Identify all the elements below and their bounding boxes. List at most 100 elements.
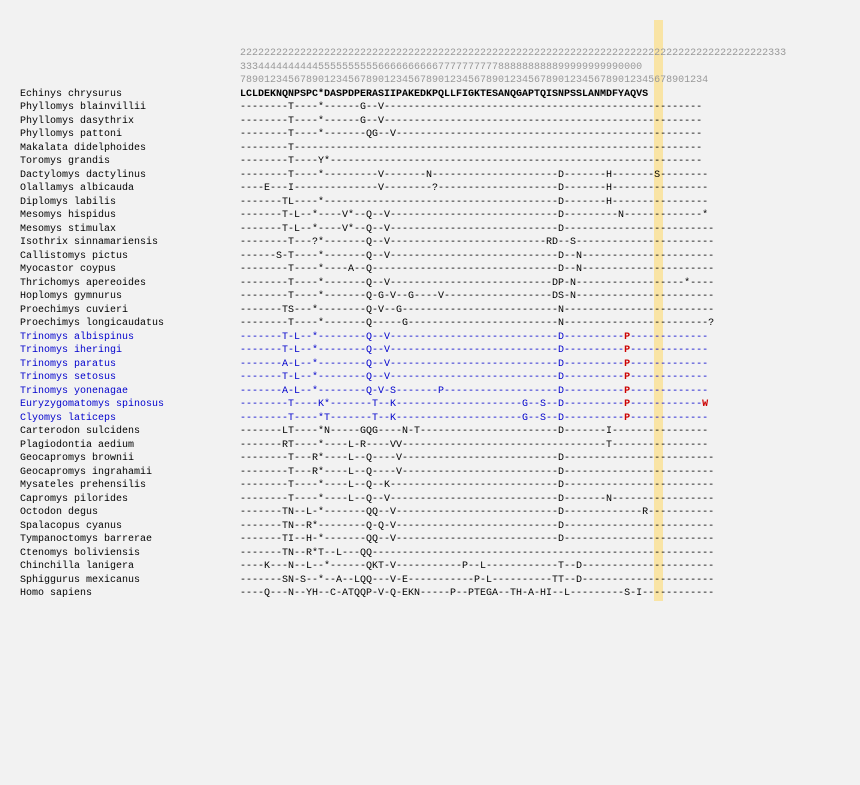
sequence: ------S-T----*-------Q--V---------------…: [240, 250, 714, 264]
species-label: Chinchilla lanigera: [20, 560, 240, 574]
sequence-fragment: -------TN--R*T--L---QQ------------------…: [240, 548, 714, 559]
species-label: Echinys chrysurus: [20, 88, 240, 102]
sequence: ----Q---N--YH--C-ATQQP-V-Q-EKN-----P--PT…: [240, 587, 714, 601]
sequence: -------TN--L-*-------QQ--V--------------…: [240, 506, 714, 520]
species-row: Carterodon sulcidens-------LT----*N-----…: [20, 425, 840, 439]
species-label: Dactylomys dactylinus: [20, 169, 240, 183]
species-label: Mysateles prehensilis: [20, 479, 240, 493]
species-row: Makalata didelphoides--------T----------…: [20, 142, 840, 156]
species-label: Trinomys paratus: [20, 358, 240, 372]
species-label: Isothrix sinnamariensis: [20, 236, 240, 250]
sequence-fragment: -------TN--R*--------Q-Q-V--------------…: [240, 521, 714, 532]
species-row: Myocastor coypus--------T----*----A--Q--…: [20, 263, 840, 277]
species-row: Sphiggurus mexicanus-------SN-S--*--A--L…: [20, 574, 840, 588]
sequence: -------T-L--*----V*--Q--V---------------…: [240, 223, 714, 237]
species-row: Callistomys pictus------S-T----*-------Q…: [20, 250, 840, 264]
species-label: Proechimys longicaudatus: [20, 317, 240, 331]
species-row: Plagiodontia aedium-------RT----*----L-R…: [20, 439, 840, 453]
sequence: -------TN--R*T--L---QQ------------------…: [240, 547, 714, 561]
sequence: -------T-L--*--------Q--V---------------…: [240, 371, 708, 385]
sequence: -------T-L--*----V*--Q--V---------------…: [240, 209, 708, 223]
sequence-fragment: --------T----Y*-------------------------…: [240, 156, 702, 167]
species-row: Echinys chrysurusLCLDEKNQNPSPC*DASPDPERA…: [20, 88, 840, 102]
sequence-fragment: --------T----*----L--Q--K---------------…: [240, 480, 714, 491]
species-row: Dactylomys dactylinus--------T----*-----…: [20, 169, 840, 183]
sequence-fragment: --------T----*T-------T--K--------------…: [240, 413, 624, 424]
sequence-fragment: --------T-------------------------------…: [240, 143, 702, 154]
sequence: --------T---R*----L--Q----V-------------…: [240, 452, 714, 466]
sequence-fragment: ------------: [630, 399, 702, 410]
sequence: -------TN--R*--------Q-Q-V--------------…: [240, 520, 714, 534]
sequence: -------TL----*--------------------------…: [240, 196, 708, 210]
species-row: Mesomys hispidus-------T-L--*----V*--Q--…: [20, 209, 840, 223]
sequence-fragment: -------------: [630, 386, 708, 397]
sequence-fragment: -------T-L--*--------Q--V---------------…: [240, 372, 624, 383]
species-row: Trinomys paratus-------A-L--*--------Q--…: [20, 358, 840, 372]
sequence-fragment: --------T----*------G--V----------------…: [240, 102, 702, 113]
ruler-line-2: 7890123456789012345678901234567890123456…: [20, 74, 840, 88]
sequence-fragment: -------------: [630, 332, 708, 343]
species-label: Mesomys stimulax: [20, 223, 240, 237]
sequence-fragment: --------T----K*-------T--K--------------…: [240, 399, 624, 410]
sequence-fragment: ----K---N--L--*------QKT-V-----------P--…: [240, 561, 714, 572]
sequence: LCLDEKNQNPSPC*DASPDPERASIIPAKEDKPQLLFIGK…: [240, 88, 648, 102]
sequence-fragment: -------T-L--*----V*--Q--V---------------…: [240, 224, 714, 235]
species-row: Geocapromys ingrahamii--------T---R*----…: [20, 466, 840, 480]
sequence: -------LT----*N-----GQG----N-T----------…: [240, 425, 708, 439]
sequence: --------T----*----A--Q------------------…: [240, 263, 714, 277]
sequence-fragment: -------TL----*--------------------------…: [240, 197, 708, 208]
sequence: --------T----*-------QG--V--------------…: [240, 128, 702, 142]
species-row: Geocapromys brownii--------T---R*----L--…: [20, 452, 840, 466]
species-label: Clyomys laticeps: [20, 412, 240, 426]
sequence-fragment: -------A-L--*--------Q--V---------------…: [240, 359, 624, 370]
sequence: -------T-L--*--------Q--V---------------…: [240, 331, 708, 345]
sequence: --------T-------------------------------…: [240, 142, 702, 156]
sequence-fragment: -------TI--H-*-------QQ--V--------------…: [240, 534, 714, 545]
species-row: Trinomys yonenagae-------A-L--*--------Q…: [20, 385, 840, 399]
sequence: -------SN-S--*--A--LQQ---V-E-----------P…: [240, 574, 714, 588]
species-row: Trinomys setosus-------T-L--*--------Q--…: [20, 371, 840, 385]
sequence: --------T----K*-------T--K--------------…: [240, 398, 708, 412]
species-row: Phyllomys dasythrix--------T----*------G…: [20, 115, 840, 129]
species-label: Capromys pilorides: [20, 493, 240, 507]
species-row: Trinomys iheringi-------T-L--*--------Q-…: [20, 344, 840, 358]
sequence: ----E---I--------------V--------?-------…: [240, 182, 708, 196]
species-row: Mysateles prehensilis--------T----*----L…: [20, 479, 840, 493]
species-label: Toromys grandis: [20, 155, 240, 169]
sequence: -------TI--H-*-------QQ--V--------------…: [240, 533, 714, 547]
sequence: -------A-L--*--------Q--V---------------…: [240, 358, 708, 372]
sequence-fragment: -------T-L--*--------Q--V---------------…: [240, 345, 624, 356]
species-label: Myocastor coypus: [20, 263, 240, 277]
sequence-fragment: -------T-L--*----V*--Q--V---------------…: [240, 210, 708, 221]
species-row: Ctenomys boliviensis-------TN--R*T--L---…: [20, 547, 840, 561]
sequence-fragment: --------T----*----A--Q------------------…: [240, 264, 714, 275]
sequence-fragment: -------TN--L-*-------QQ--V--------------…: [240, 507, 714, 518]
species-label: Phyllomys dasythrix: [20, 115, 240, 129]
species-row: Euryzygomatomys spinosus--------T----K*-…: [20, 398, 840, 412]
species-row: Thrichomys apereoides--------T----*-----…: [20, 277, 840, 291]
sequence-fragment: -------RT----*----L-R----VV-------------…: [240, 440, 708, 451]
species-label: Trinomys albispinus: [20, 331, 240, 345]
sequence-fragment: --------T----*------G--V----------------…: [240, 116, 702, 127]
sequence: --------T---?*-------Q--V---------------…: [240, 236, 714, 250]
species-label: Makalata didelphoides: [20, 142, 240, 156]
species-row: Homo sapiens----Q---N--YH--C-ATQQP-V-Q-E…: [20, 587, 840, 601]
sequence-fragment: LCLDEKNQNPSPC*DASPDPERASIIPAKEDKPQLLFIGK…: [240, 89, 648, 100]
species-row: Capromys pilorides--------T----*----L--Q…: [20, 493, 840, 507]
sequence-fragment: -------TS---*--------Q-V--G-------------…: [240, 305, 714, 316]
residue-highlight: W: [702, 399, 708, 410]
sequence: ----K---N--L--*------QKT-V-----------P--…: [240, 560, 714, 574]
sequence-fragment: ------S-T----*-------Q--V---------------…: [240, 251, 714, 262]
species-row: Isothrix sinnamariensis--------T---?*---…: [20, 236, 840, 250]
sequence-fragment: --------T---?*-------Q--V---------------…: [240, 237, 714, 248]
sequence-fragment: --------T----*-------Q-----G------------…: [240, 318, 714, 329]
sequence: --------T----*----L--Q--K---------------…: [240, 479, 714, 493]
sequence-fragment: -------------: [630, 345, 708, 356]
species-row: Diplomys labilis-------TL----*----------…: [20, 196, 840, 210]
species-label: Geocapromys brownii: [20, 452, 240, 466]
species-label: Callistomys pictus: [20, 250, 240, 264]
sequence: --------T----Y*-------------------------…: [240, 155, 702, 169]
sequence-fragment: -------LT----*N-----GQG----N-T----------…: [240, 426, 708, 437]
species-label: Proechimys cuvieri: [20, 304, 240, 318]
species-row: Proechimys longicaudatus--------T----*--…: [20, 317, 840, 331]
